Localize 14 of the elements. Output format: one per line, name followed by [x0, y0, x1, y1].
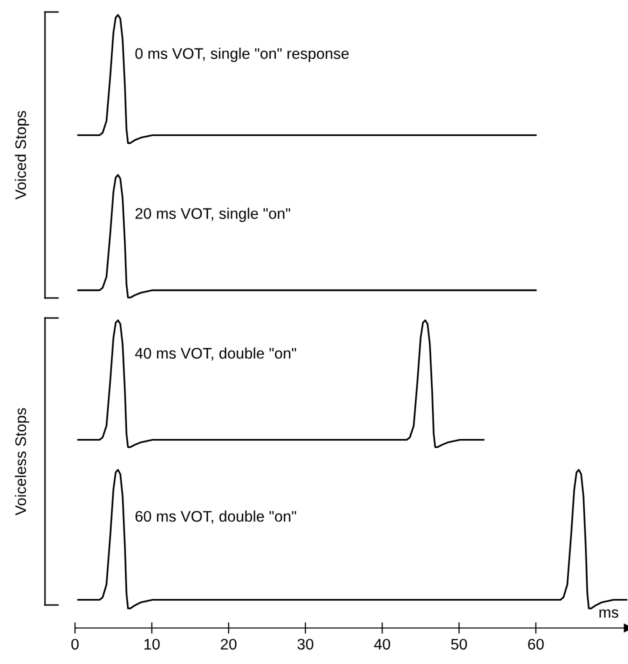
annotation: 20 ms VOT, single "on" [135, 208, 290, 222]
x-tick-label: 50 [451, 638, 467, 650]
x-tick-label: 10 [144, 638, 160, 650]
annotation: 0 ms VOT, single "on" response [135, 48, 349, 62]
text: Voiced Stops [14, 110, 30, 200]
x-tick-label: 40 [374, 638, 390, 650]
annotation: 60 ms VOT, double "on" [136, 510, 296, 524]
x-tick-label: 60 [528, 638, 544, 650]
x-tick-label: 20 [220, 638, 237, 650]
annotation: 40 ms VOT, double "on" [135, 347, 296, 361]
x-tick-label: 0 [71, 638, 79, 650]
x-tick-label: 30 [298, 638, 314, 650]
text: Voiceless Stops [14, 408, 30, 516]
x-axis-title: ms [599, 609, 618, 618]
